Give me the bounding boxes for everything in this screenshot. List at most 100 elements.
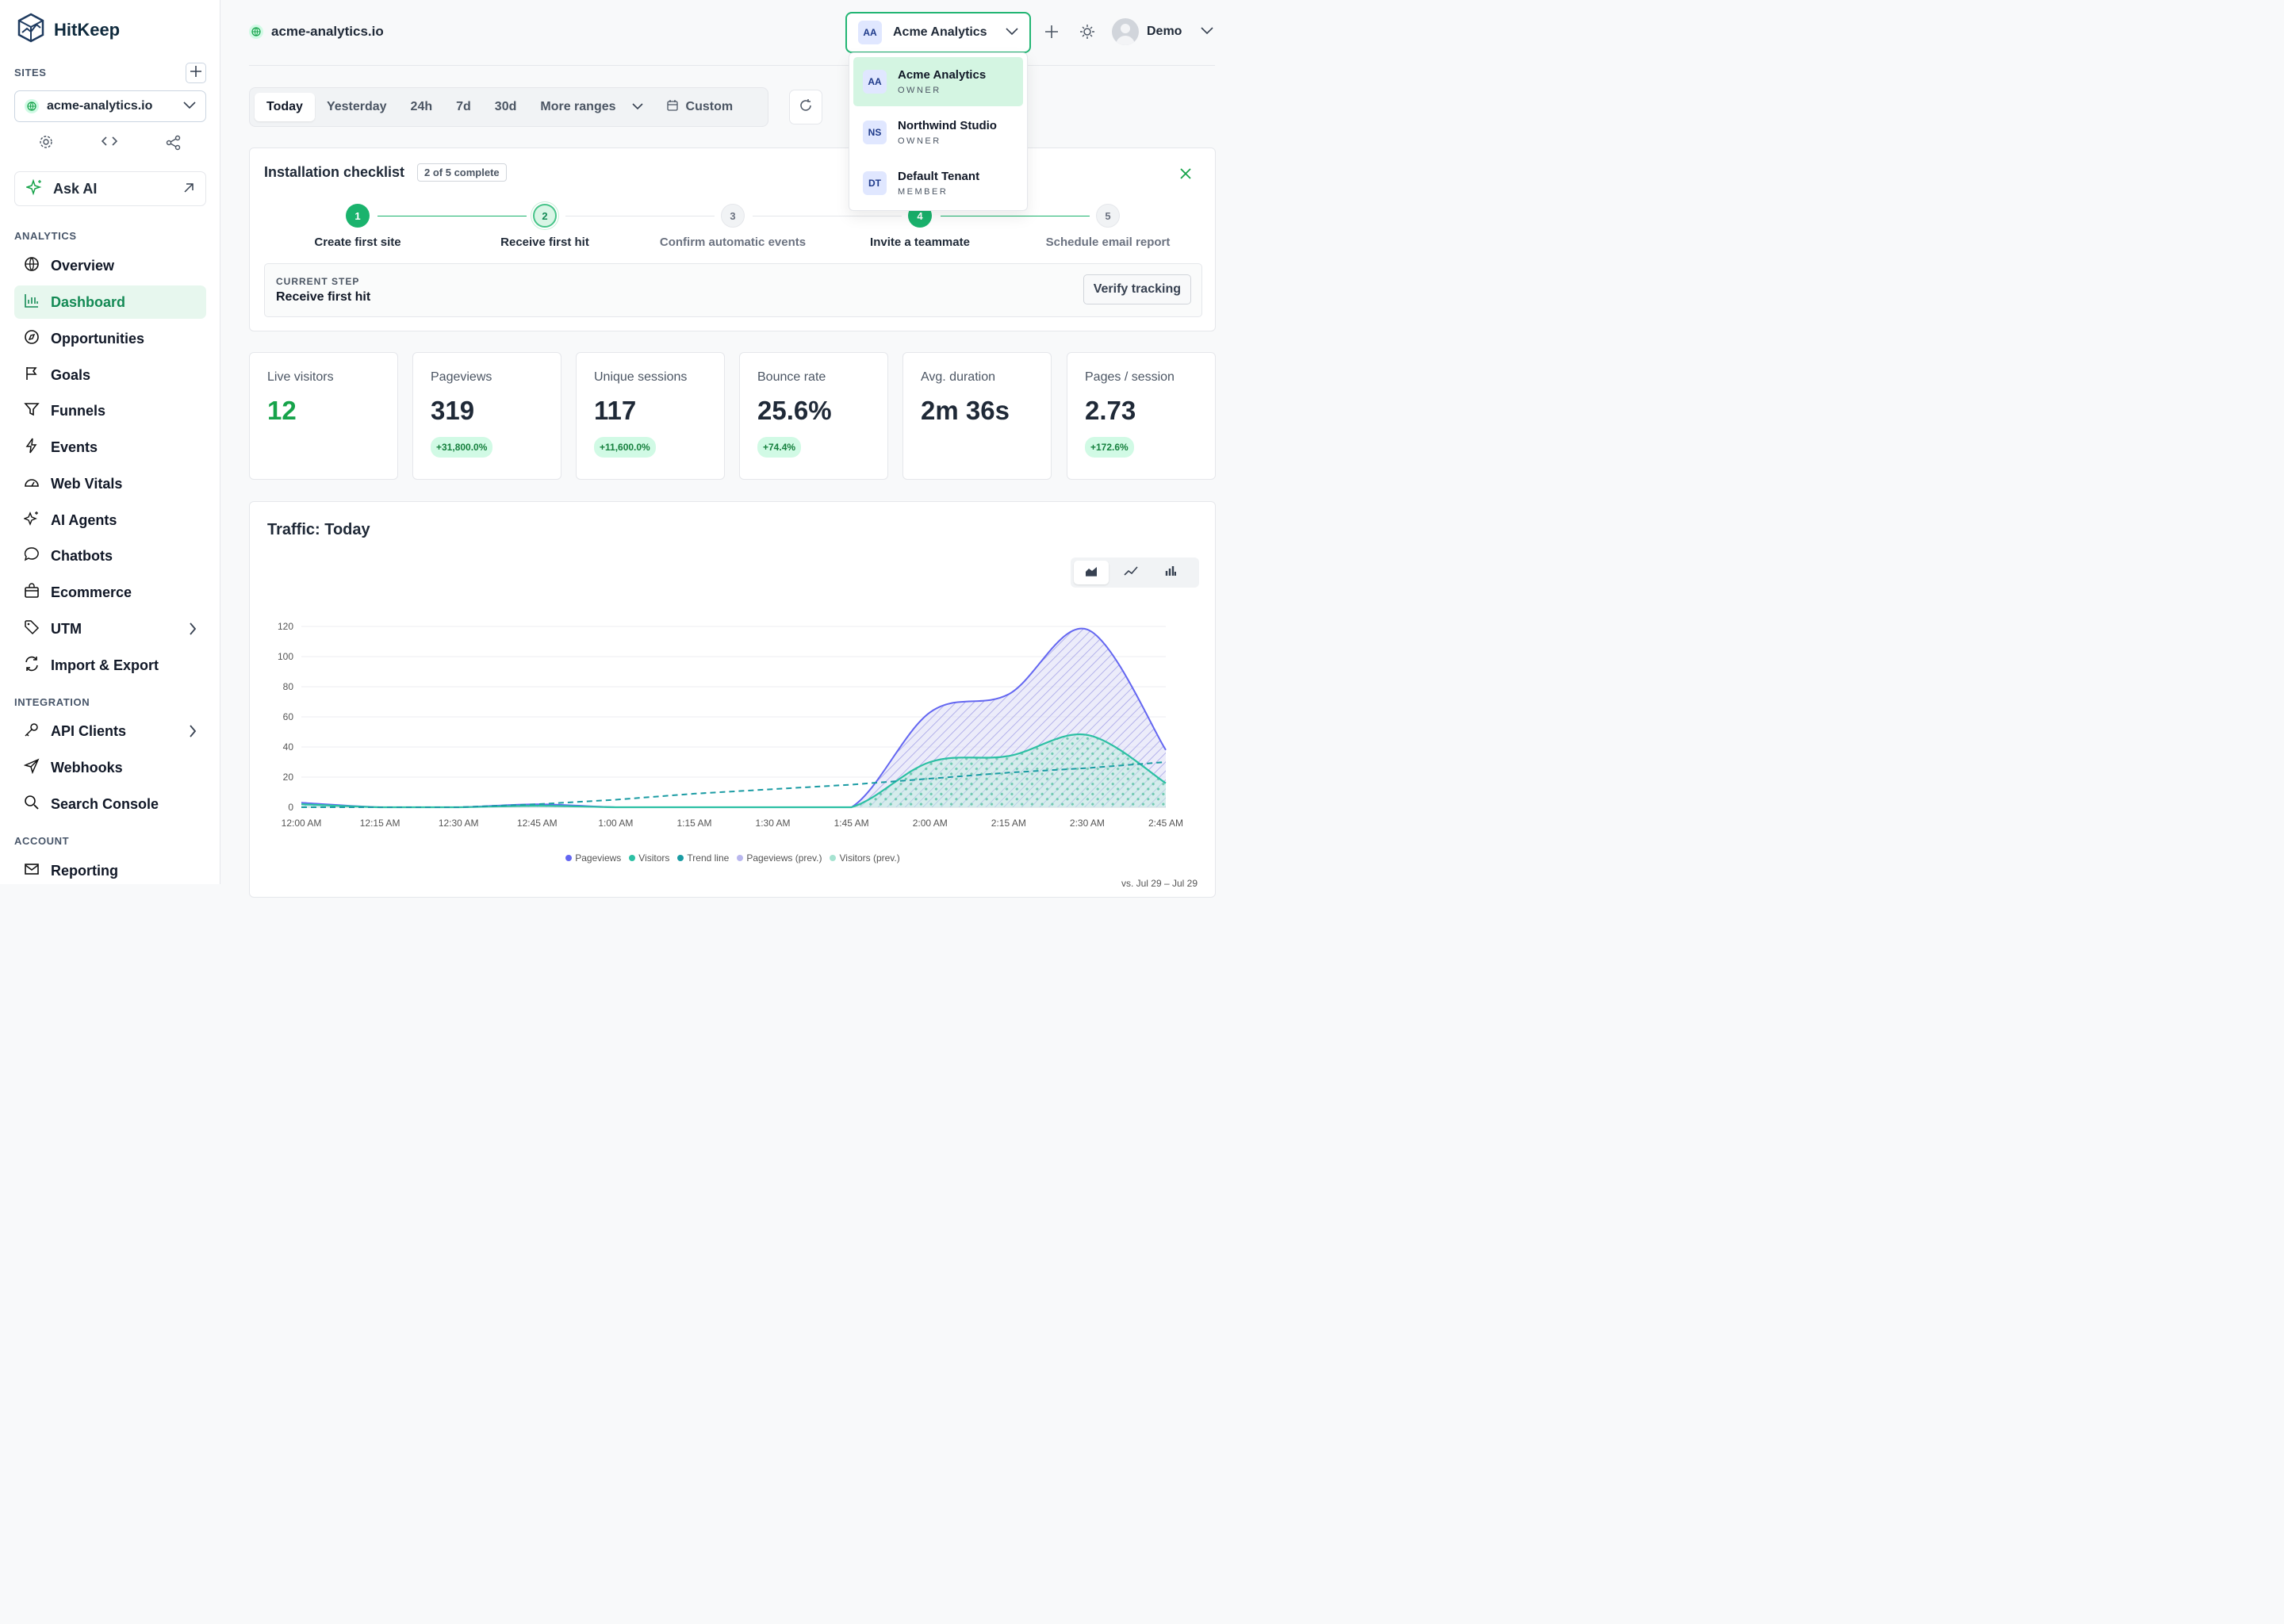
checklist-step-5[interactable]: 5 Schedule email report xyxy=(1014,204,1201,249)
stat-delta-badge: +74.4% xyxy=(757,437,802,458)
ask-ai-button[interactable]: Ask AI xyxy=(14,171,206,206)
stat-value: 2m 36s xyxy=(921,396,1010,425)
chevron-down-icon xyxy=(183,99,196,113)
stat-label: Pages / session xyxy=(1085,370,1175,384)
trend-line xyxy=(301,761,1167,808)
sidebar-item-label: Opportunities xyxy=(51,330,144,347)
sidebar-item-dashboard[interactable]: Dashboard xyxy=(14,285,206,319)
sidebar-item-label: Web Vitals xyxy=(51,475,123,492)
app-root: HitKeep SITES acme-analytics.io Ask AI A… xyxy=(0,0,1244,898)
legend-swatch xyxy=(565,855,573,861)
tag-icon xyxy=(24,619,40,639)
chevron-right-icon xyxy=(189,622,197,640)
site-tools xyxy=(14,135,206,155)
bolt-icon xyxy=(24,438,40,458)
stat-label: Pageviews xyxy=(431,370,492,384)
custom-range-button[interactable]: Custom xyxy=(655,93,745,121)
chat-icon xyxy=(24,546,40,566)
range-yesterday[interactable]: Yesterday xyxy=(326,100,387,113)
code-icon[interactable] xyxy=(101,135,118,155)
range-24h[interactable]: 24h xyxy=(410,100,433,113)
x-tick-label: 2:45 AM xyxy=(1148,818,1183,829)
sidebar-item-chatbots[interactable]: Chatbots xyxy=(14,539,206,573)
range-30d[interactable]: 30d xyxy=(494,100,517,113)
checklist-step-1[interactable]: 1 Create first site xyxy=(264,204,451,249)
current-site-name: acme-analytics.io xyxy=(271,24,384,39)
search-icon xyxy=(24,795,40,814)
stat-label: Live visitors xyxy=(267,370,334,384)
range-7d[interactable]: 7d xyxy=(456,100,471,113)
refresh-button[interactable] xyxy=(789,90,822,124)
sidebar-item-search-console[interactable]: Search Console xyxy=(14,787,206,821)
tenant-avatar: NS xyxy=(863,121,887,144)
bag-icon xyxy=(24,582,40,603)
share-icon[interactable] xyxy=(166,135,182,155)
sidebar-item-webhooks[interactable]: Webhooks xyxy=(14,751,206,784)
bar-chart-icon xyxy=(24,293,40,312)
legend-item[interactable]: Trend line xyxy=(677,852,729,864)
bar-chart-toggle[interactable] xyxy=(1153,561,1188,584)
y-tick-label: 20 xyxy=(283,772,294,783)
tenant-option-northwind[interactable]: NS Northwind Studio OWNER xyxy=(853,108,1023,157)
add-plus-icon[interactable] xyxy=(1044,24,1060,44)
tenant-option-acme[interactable]: AA Acme Analytics OWNER xyxy=(853,57,1023,106)
sidebar-item-import-export[interactable]: Import & Export xyxy=(14,649,206,682)
sidebar-item-opportunities[interactable]: Opportunities xyxy=(14,322,206,355)
legend-swatch xyxy=(737,855,744,861)
site-selector[interactable]: acme-analytics.io xyxy=(14,90,206,122)
x-tick-label: 12:45 AM xyxy=(517,818,558,829)
verify-tracking-button[interactable]: Verify tracking xyxy=(1083,274,1191,304)
x-tick-label: 1:30 AM xyxy=(756,818,791,829)
sidebar-item-ai-agents[interactable]: AI Agents xyxy=(14,504,206,537)
stat-bounce-rate: Bounce rate 25.6% +74.4% xyxy=(739,352,888,480)
more-ranges-dropdown[interactable]: More ranges xyxy=(528,93,654,121)
sidebar-item-reporting[interactable]: Reporting xyxy=(14,854,206,887)
brand[interactable]: HitKeep xyxy=(17,13,120,47)
sidebar-item-ecommerce[interactable]: Ecommerce xyxy=(14,576,206,609)
account-section-label: ACCOUNT xyxy=(14,835,70,847)
line-chart-toggle[interactable] xyxy=(1113,561,1148,584)
sidebar-item-overview[interactable]: Overview xyxy=(14,249,206,282)
traffic-card: Traffic: Today 0 20 40 60 80 100 120 12:00 AM 12… xyxy=(249,501,1216,898)
globe-icon xyxy=(24,256,40,276)
add-site-button[interactable] xyxy=(186,63,206,83)
legend-item[interactable]: Pageviews (prev.) xyxy=(737,852,822,864)
sidebar-item-events[interactable]: Events xyxy=(14,431,206,464)
more-ranges-label: More ranges xyxy=(540,100,616,113)
stat-value: 2.73 xyxy=(1085,396,1136,425)
globe-icon xyxy=(25,99,39,113)
sidebar-item-web-vitals[interactable]: Web Vitals xyxy=(14,467,206,500)
range-today[interactable]: Today xyxy=(255,93,315,121)
sidebar-item-goals[interactable]: Goals xyxy=(14,358,206,392)
stat-pageviews: Pageviews 319 +31,800.0% xyxy=(412,352,561,480)
stat-value: 319 xyxy=(431,396,475,425)
tenant-switcher[interactable]: AA Acme Analytics xyxy=(845,12,1031,53)
sidebar-item-api-clients[interactable]: API Clients xyxy=(14,714,206,748)
theme-sun-icon[interactable] xyxy=(1079,24,1095,44)
key-icon xyxy=(24,722,40,741)
legend-item[interactable]: Visitors xyxy=(629,852,669,864)
stat-live-visitors: Live visitors 12 xyxy=(249,352,398,480)
tenant-option-name: Acme Analytics xyxy=(898,68,987,82)
close-icon[interactable] xyxy=(1180,168,1191,183)
sidebar-item-utm[interactable]: UTM xyxy=(14,612,206,645)
sidebar-item-label: Ecommerce xyxy=(51,584,132,600)
checklist-step-3[interactable]: 3 Confirm automatic events xyxy=(639,204,826,249)
checklist-title: Installation checklist xyxy=(264,164,405,180)
custom-range-label: Custom xyxy=(685,100,734,113)
checklist-step-2[interactable]: 2 Receive first hit xyxy=(451,204,638,249)
traffic-chart: 0 20 40 60 80 100 120 12:00 AM 12:15 AM 12:30 AM 1… xyxy=(278,621,1183,829)
legend-item[interactable]: Pageviews xyxy=(565,852,621,864)
area-chart-toggle[interactable] xyxy=(1074,561,1109,584)
tenant-option-default[interactable]: DT Default Tenant MEMBER xyxy=(853,159,1023,208)
x-tick-label: 2:15 AM xyxy=(991,818,1026,829)
settings-gear-icon[interactable] xyxy=(39,135,53,155)
legend-item[interactable]: Visitors (prev.) xyxy=(830,852,900,864)
stat-delta-badge: +31,800.0% xyxy=(431,437,493,458)
ask-ai-label: Ask AI xyxy=(53,180,98,197)
installation-checklist: Installation checklist 2 of 5 complete 1… xyxy=(249,147,1216,331)
tenant-dropdown-menu: AA Acme Analytics OWNER NS Northwind Stud… xyxy=(849,52,1028,211)
sidebar-item-funnels[interactable]: Funnels xyxy=(14,394,206,427)
stat-label: Avg. duration xyxy=(921,370,995,384)
user-menu[interactable]: Demo xyxy=(1112,18,1214,45)
